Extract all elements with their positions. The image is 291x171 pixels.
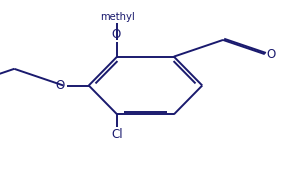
Text: O: O bbox=[56, 79, 65, 92]
Text: Cl: Cl bbox=[111, 128, 123, 141]
Text: O: O bbox=[267, 48, 276, 61]
Text: O: O bbox=[111, 28, 120, 41]
Text: methyl: methyl bbox=[100, 12, 134, 22]
